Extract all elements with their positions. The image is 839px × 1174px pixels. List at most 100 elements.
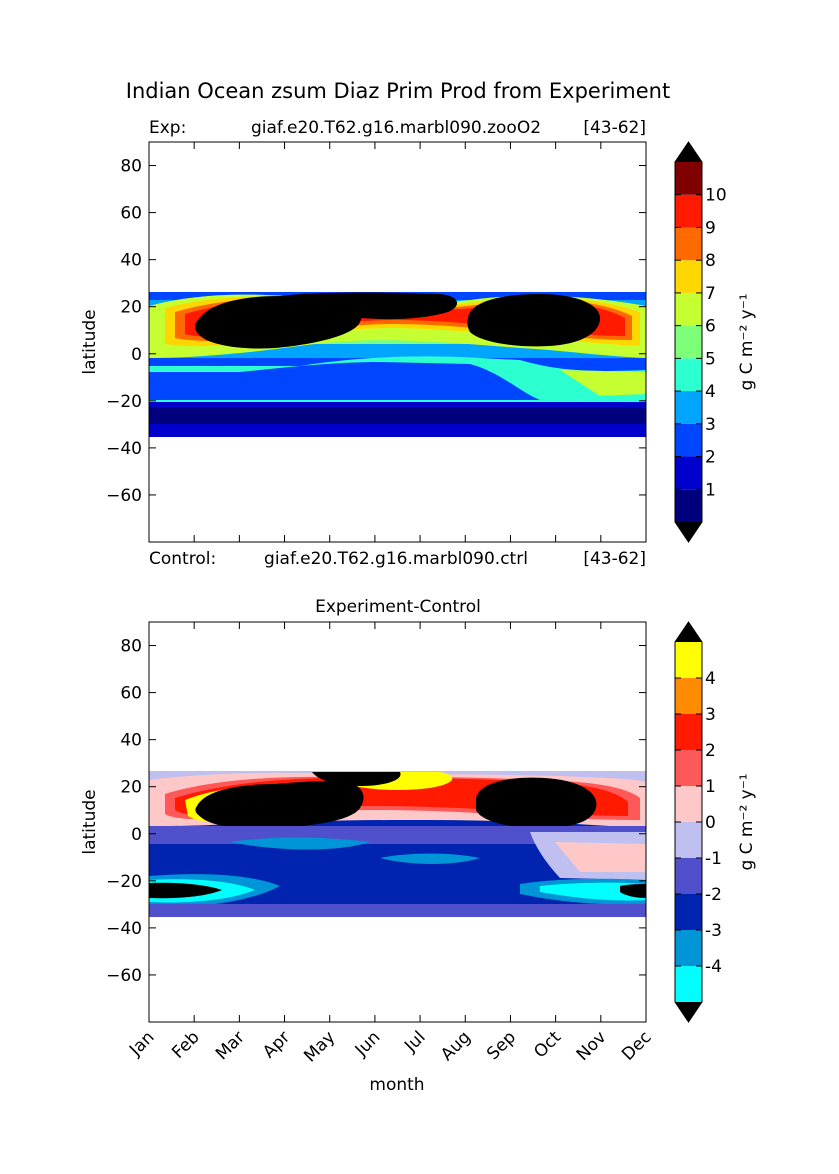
colorbar-tick-label: 3 [705, 705, 716, 725]
y-tick-label: 40 [120, 251, 142, 271]
colorbar-segment [675, 260, 702, 293]
y-tick-label: 0 [131, 345, 142, 365]
x-tick-label: Jan [125, 1027, 158, 1060]
y-tick-label: 60 [120, 204, 142, 224]
bottom-colorbar-label: g C m⁻² y⁻¹ [737, 773, 757, 870]
colorbar-segment [675, 391, 702, 424]
colorbar-outline [674, 141, 703, 543]
bottom-axes-frame [148, 621, 647, 1023]
bottom-y-ticks: 80 60 40 20 0 −20 −40 −60 [106, 637, 646, 986]
colorbar-segment [675, 822, 702, 858]
colorbar-segment [675, 456, 702, 490]
colorbar-tick-label: 1 [705, 480, 716, 500]
field-band [149, 904, 646, 917]
colorbar-segment [675, 194, 702, 228]
colorbar-tick-label: 6 [705, 317, 716, 337]
field-band [149, 362, 540, 400]
top-heatmap-field [149, 292, 646, 437]
bottom-black-blob-southeast [620, 884, 646, 898]
colorbar-tick-label: 4 [705, 669, 716, 689]
colorbar-under-arrow [675, 1002, 702, 1022]
colorbar-segment [675, 423, 702, 457]
exp-years: [43-62] [583, 118, 646, 138]
colorbar-tick-label: -3 [705, 921, 722, 941]
colorbar-tick-label: 0 [705, 813, 716, 833]
top-axes-frame [148, 141, 647, 543]
top-y-ticks: 80 60 40 20 0 −20 −40 −60 [106, 157, 646, 506]
colorbar-tick-label: 1 [705, 777, 716, 797]
colorbar-segment [675, 930, 702, 966]
colorbar-tick-label: 4 [705, 382, 716, 402]
top-x-ticks [148, 142, 647, 542]
colorbar-tick-label: 7 [705, 284, 716, 304]
y-tick-label: 40 [120, 731, 142, 751]
ctrl-name: giaf.e20.T62.g16.marbl090.ctrl [264, 549, 528, 569]
bottom-black-blob-north [312, 772, 401, 786]
colorbar-tick-label: 3 [705, 415, 716, 435]
y-tick-label: 20 [120, 778, 142, 798]
colorbar-tick-label: 2 [705, 741, 716, 761]
top-black-blob-east [467, 294, 601, 347]
colorbar-segment [675, 642, 702, 678]
colorbar-segment [675, 750, 702, 786]
x-tick-label: Apr [259, 1027, 294, 1062]
colorbar-tick-label: 5 [705, 349, 716, 369]
colorbar-segment [675, 894, 702, 930]
colorbar-segment [675, 678, 702, 714]
top-black-blob-north [300, 292, 458, 320]
bottom-black-blob-south [149, 882, 222, 899]
y-tick-label: −20 [106, 392, 142, 412]
field-band [149, 402, 646, 408]
field-band [149, 424, 646, 437]
x-tick-label: Sep [483, 1027, 520, 1064]
colorbar-tick-label: 2 [705, 448, 716, 468]
colorbar-segment [675, 489, 702, 522]
colorbar-under-arrow [675, 522, 702, 542]
bottom-ylabel: latitude [80, 789, 100, 854]
exp-name: giaf.e20.T62.g16.marbl090.zooO2 [251, 118, 541, 138]
colorbar-segment [675, 358, 702, 392]
field-band [380, 853, 480, 864]
y-tick-label: 0 [131, 825, 142, 845]
colorbar-segment [675, 227, 702, 261]
colorbar-segment [675, 858, 702, 894]
colorbar-segment [675, 714, 702, 750]
y-tick-label: −60 [106, 966, 142, 986]
x-tick-label: May [300, 1027, 339, 1066]
field-band [540, 882, 646, 901]
x-tick-label: Nov [573, 1027, 611, 1065]
colorbar-tick-label: -4 [705, 957, 722, 977]
field-band [560, 370, 646, 396]
y-tick-label: −20 [106, 872, 142, 892]
bottom-black-blob-west [195, 781, 364, 829]
x-tick-label: Mar [212, 1027, 249, 1064]
colorbar-segment [675, 162, 702, 195]
figure-title: Indian Ocean zsum Diaz Prim Prod from Ex… [126, 79, 670, 103]
top-ylabel: latitude [80, 309, 100, 374]
bottom-colorbar: 4 3 2 1 0 -1 -2 -3 -4 [674, 621, 722, 1023]
ctrl-prefix: Control: [149, 549, 216, 569]
exp-prefix: Exp: [149, 118, 186, 138]
y-tick-label: −40 [106, 439, 142, 459]
y-tick-label: 20 [120, 298, 142, 318]
x-tick-label: Oct [530, 1027, 565, 1062]
x-tick-label: Jul [400, 1027, 429, 1056]
x-tick-label: Dec [618, 1027, 655, 1064]
y-tick-label: 80 [120, 637, 142, 657]
x-tick-label: Feb [168, 1027, 203, 1062]
colorbar-segment [675, 966, 702, 1002]
colorbar-segment [675, 292, 702, 326]
top-colorbar: 1 2 3 4 5 6 7 8 9 10 [674, 141, 727, 543]
top-colorbar-label: g C m⁻² y⁻¹ [737, 293, 757, 390]
x-tick-label: Aug [437, 1027, 475, 1065]
bottom-xlabel: month [369, 1075, 424, 1095]
bottom-black-blob-east [476, 777, 597, 828]
colorbar-outline [674, 621, 703, 1023]
y-tick-label: −40 [106, 919, 142, 939]
colorbar-tick-label: 8 [705, 251, 716, 271]
field-band [555, 842, 646, 872]
ctrl-years: [43-62] [583, 549, 646, 569]
field-band [149, 407, 646, 425]
colorbar-tick-label: 10 [705, 186, 727, 206]
